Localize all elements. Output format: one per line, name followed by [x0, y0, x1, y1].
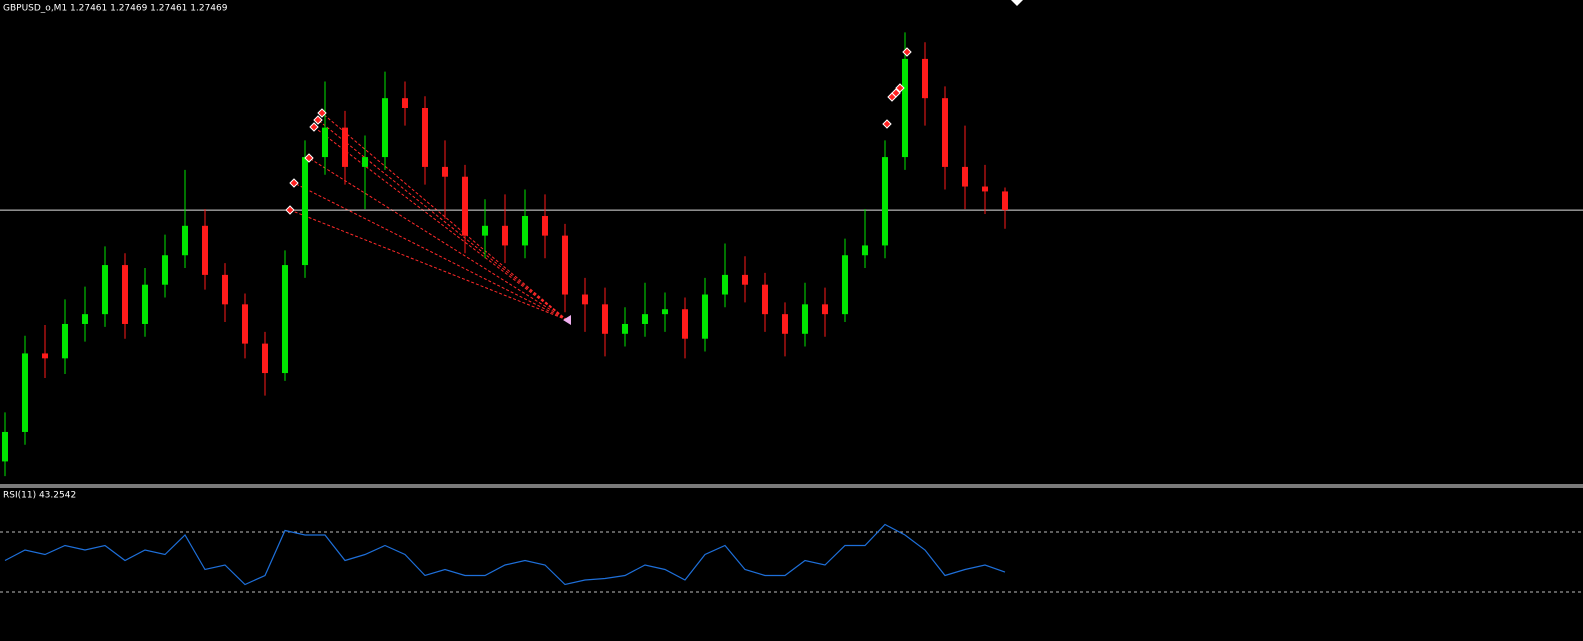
- signal-marker: [309, 122, 319, 132]
- candle-body: [462, 176, 468, 236]
- candle-body: [742, 274, 748, 285]
- chart-header: GBPUSD_o,M1 1.27461 1.27469 1.27461 1.27…: [3, 4, 228, 14]
- candle-body: [922, 58, 928, 99]
- candle-body: [942, 98, 948, 167]
- candle-body: [42, 353, 48, 359]
- candle-body: [1002, 191, 1008, 211]
- signal-marker: [891, 88, 901, 98]
- candle-body: [222, 274, 228, 305]
- candle-body: [342, 127, 348, 167]
- candle-body: [602, 304, 608, 334]
- candle-body: [762, 284, 768, 315]
- candle-body: [482, 225, 488, 236]
- candle-body: [802, 304, 808, 334]
- signal-marker: [902, 47, 912, 57]
- candle-body: [702, 294, 708, 339]
- candle-body: [502, 225, 508, 246]
- candle-body: [82, 314, 88, 324]
- pane-separator: [0, 484, 1583, 488]
- rsi-header: RSI(11) 43.2542: [3, 491, 76, 501]
- candle-body: [242, 304, 248, 344]
- fan-line: [313, 126, 568, 321]
- candle-body: [362, 157, 368, 167]
- rsi-line: [4, 523, 1006, 586]
- candle-body: [562, 235, 568, 295]
- candle-body: [22, 353, 28, 432]
- candle-body: [582, 294, 588, 305]
- fan-origin-marker: [563, 315, 571, 325]
- signal-marker: [285, 205, 295, 215]
- signal-marker: [895, 83, 905, 93]
- candle-body: [262, 343, 268, 374]
- shift-marker: [1011, 0, 1023, 6]
- signal-marker: [317, 108, 327, 118]
- candle-body: [422, 107, 428, 167]
- fan-line: [293, 182, 568, 321]
- candle-body: [442, 166, 448, 177]
- candle-body: [2, 431, 8, 462]
- candle-body: [302, 157, 308, 266]
- candle-body: [782, 314, 788, 334]
- candle-body: [162, 255, 168, 285]
- candle-body: [622, 323, 628, 334]
- candle-body: [322, 127, 328, 158]
- candle-body: [962, 166, 968, 187]
- candle-body: [822, 304, 828, 315]
- candle-body: [642, 314, 648, 324]
- candle-body: [902, 58, 908, 158]
- signal-marker: [882, 119, 892, 129]
- candle-body: [542, 215, 548, 236]
- signal-marker: [304, 153, 314, 163]
- candle-body: [102, 265, 108, 315]
- candle-body: [842, 255, 848, 315]
- candle-body: [402, 98, 408, 108]
- signal-marker: [313, 115, 323, 125]
- candle-body: [202, 225, 208, 275]
- candle-body: [882, 157, 888, 246]
- candle-body: [122, 265, 128, 324]
- candle-body: [682, 309, 688, 339]
- candle-body: [62, 323, 68, 359]
- candle-body: [982, 186, 988, 192]
- candle-body: [182, 225, 188, 256]
- candle-body: [142, 284, 148, 324]
- candle-body: [282, 265, 288, 374]
- candle-body: [862, 245, 868, 256]
- fan-line: [308, 157, 568, 321]
- fan-line: [317, 119, 568, 321]
- candle-body: [722, 274, 728, 295]
- candle-body: [382, 98, 388, 158]
- candle-body: [522, 215, 528, 246]
- candle-body: [662, 309, 668, 315]
- signal-marker: [289, 178, 299, 188]
